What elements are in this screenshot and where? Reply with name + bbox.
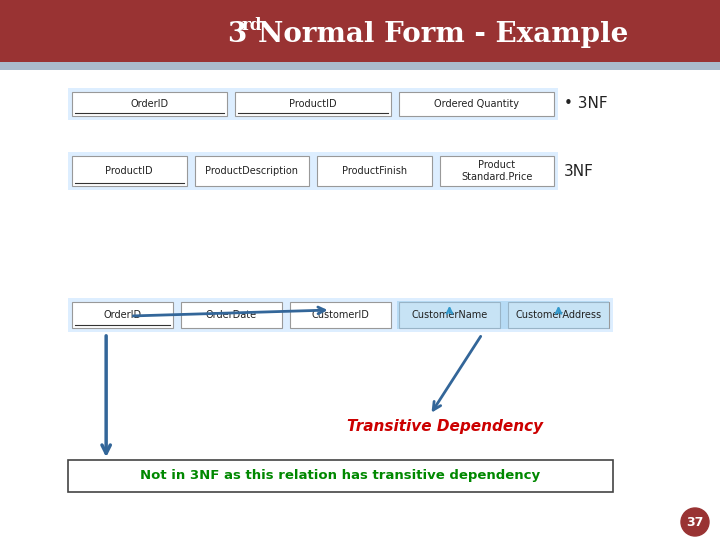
Bar	[508, 302, 609, 328]
Bar	[194, 156, 309, 186]
Bar	[72, 302, 173, 328]
Circle shape	[681, 508, 709, 536]
Text: CustomerID: CustomerID	[312, 310, 369, 320]
Bar	[68, 88, 558, 120]
Text: Transitive Dependency: Transitive Dependency	[347, 420, 543, 435]
Text: rd: rd	[242, 17, 263, 35]
Text: Not in 3NF as this relation has transitive dependency: Not in 3NF as this relation has transiti…	[140, 469, 541, 483]
Bar	[235, 92, 391, 116]
Text: 37: 37	[686, 516, 703, 529]
Text: 3NF: 3NF	[564, 164, 594, 179]
Bar	[72, 92, 228, 116]
Bar	[290, 302, 391, 328]
Text: Product
Standard.Price: Product Standard.Price	[461, 160, 532, 182]
Text: CustomerName: CustomerName	[411, 310, 487, 320]
Bar	[181, 302, 282, 328]
Bar	[68, 460, 613, 492]
Text: 3: 3	[227, 22, 246, 49]
Bar	[72, 156, 186, 186]
Text: OrderID: OrderID	[104, 310, 142, 320]
Bar	[397, 301, 609, 329]
Text: CustomerAddress: CustomerAddress	[516, 310, 602, 320]
Bar	[0, 0, 720, 62]
Text: • 3NF: • 3NF	[564, 97, 608, 111]
Bar	[439, 156, 554, 186]
Bar	[399, 302, 500, 328]
Text: ProductDescription: ProductDescription	[205, 166, 298, 176]
Bar	[399, 92, 554, 116]
Bar	[317, 156, 431, 186]
Text: Normal Form - Example: Normal Form - Example	[258, 22, 629, 49]
Text: Ordered Quantity: Ordered Quantity	[434, 99, 519, 109]
Text: OrderID: OrderID	[130, 99, 168, 109]
Text: ProductID: ProductID	[105, 166, 153, 176]
Bar	[0, 62, 720, 70]
Bar	[68, 298, 613, 332]
Text: ProductFinish: ProductFinish	[342, 166, 407, 176]
Bar	[68, 152, 558, 190]
Text: OrderDate: OrderDate	[206, 310, 257, 320]
Text: ProductID: ProductID	[289, 99, 337, 109]
